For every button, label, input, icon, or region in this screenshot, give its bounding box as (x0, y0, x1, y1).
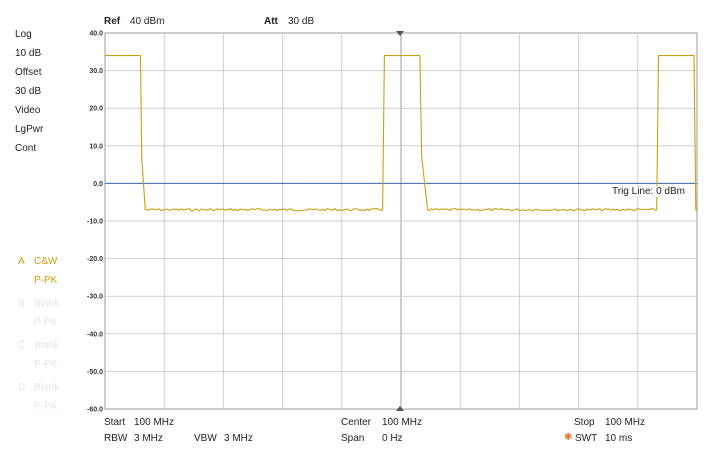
trace-b-name[interactable]: Blank (34, 298, 60, 309)
span-label: Span (341, 433, 365, 444)
y-tick-label: -40.0 (87, 331, 103, 338)
y-tick-label: 10.0 (89, 143, 103, 150)
setting-video: Video (15, 105, 41, 116)
setting-offset-label: Offset (15, 67, 42, 78)
trace-a-line (105, 55, 697, 212)
setting-cont: Cont (15, 143, 37, 154)
center-marker-bottom (396, 406, 404, 411)
y-tick-label: -60.0 (87, 407, 103, 414)
y-tick-label: -20.0 (87, 256, 103, 263)
y-tick-label: -50.0 (87, 369, 103, 376)
trace-b-detector: P-PK (34, 317, 58, 328)
trace-c-letter[interactable]: C (18, 340, 26, 351)
start-label: Start (104, 417, 126, 428)
center-value: 100 MHz (382, 417, 423, 428)
stop-value: 100 MHz (605, 417, 646, 428)
swt-label: SWT (575, 433, 598, 444)
y-tick-label: 30.0 (89, 68, 103, 75)
stop-label: Stop (574, 417, 595, 428)
trace-c-name[interactable]: Blank (34, 340, 60, 351)
setting-scale-type: Log (15, 29, 32, 40)
trace-b-letter[interactable]: B (18, 298, 25, 309)
y-tick-label: 0.0 (93, 181, 103, 188)
att-label: Att (264, 16, 278, 27)
trace-d-detector: P-PK (34, 401, 58, 412)
span-value: 0 Hz (382, 433, 403, 444)
grid (104, 32, 698, 410)
center-label: Center (341, 417, 372, 428)
vbw-label: VBW (194, 433, 217, 444)
trig-line-label: Trig Line: 0 dBm (611, 186, 686, 197)
rbw-value: 3 MHz (134, 433, 163, 444)
swt-marker-icon: ✱ (564, 432, 573, 443)
y-tick-label: -30.0 (87, 294, 103, 301)
trace-a-letter[interactable]: A (18, 256, 25, 267)
setting-scale-div: 10 dB (15, 48, 42, 59)
y-tick-label: 40.0 (89, 31, 103, 38)
start-value: 100 MHz (134, 417, 175, 428)
center-marker-top (396, 31, 404, 36)
att-value: 30 dB (288, 16, 315, 27)
ref-value: 40 dBm (130, 16, 165, 27)
trace-c-detector: P-PK (34, 359, 58, 370)
vbw-value: 3 MHz (224, 433, 253, 444)
ref-label: Ref (104, 16, 121, 27)
trace-d-name[interactable]: Blank (34, 382, 60, 393)
y-tick-label: 20.0 (89, 106, 103, 113)
y-tick-labels: 40.0 30.0 20.0 10.0 0.0 -10.0 -20.0 -30.0 -40.0 -… (87, 31, 103, 414)
swt-value: 10 ms (605, 433, 633, 444)
trace-d-letter[interactable]: D (18, 382, 26, 393)
trace-a-name[interactable]: C&W (34, 256, 58, 267)
setting-offset-value: 30 dB (15, 86, 42, 97)
trace-a-detector: P-PK (34, 275, 58, 286)
setting-lgpwr: LgPwr (15, 124, 44, 135)
y-tick-label: -10.0 (87, 219, 103, 226)
rbw-label: RBW (104, 433, 128, 444)
